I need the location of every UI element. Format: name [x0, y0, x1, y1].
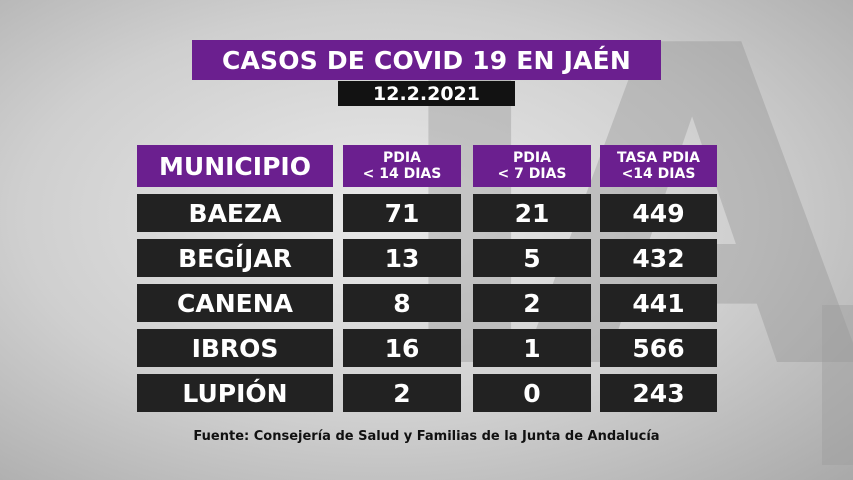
cell-pdia-14: 13: [343, 239, 461, 277]
cell-pdia-14: 16: [343, 329, 461, 367]
cell-pdia-14: 8: [343, 284, 461, 322]
header-tasa-line2: <14 DIAS: [621, 166, 696, 182]
cell-tasa: 243: [600, 374, 717, 412]
cell-municipio: CANENA: [137, 284, 333, 322]
header-tasa-line1: TASA PDIA: [616, 150, 700, 166]
cell-pdia-7: 21: [473, 194, 591, 232]
background-shape: [822, 305, 853, 465]
date-badge: 12.2.2021: [338, 81, 515, 106]
header-pdia-7-line2: < 7 DIAS: [497, 166, 567, 182]
cell-municipio: BAEZA: [137, 194, 333, 232]
header-tasa-pdia: TASA PDIA <14 DIAS: [600, 145, 717, 187]
cell-tasa: 441: [600, 284, 717, 322]
cell-pdia-14: 71: [343, 194, 461, 232]
header-pdia-14: PDIA < 14 DIAS: [343, 145, 461, 187]
header-pdia-14-line1: PDIA: [383, 150, 421, 166]
cell-pdia-7: 5: [473, 239, 591, 277]
cell-tasa: 432: [600, 239, 717, 277]
cell-pdia-7: 0: [473, 374, 591, 412]
cell-municipio: LUPIÓN: [137, 374, 333, 412]
header-pdia-7-line1: PDIA: [513, 150, 551, 166]
cell-pdia-14: 2: [343, 374, 461, 412]
cell-tasa: 566: [600, 329, 717, 367]
header-municipio: MUNICIPIO: [137, 145, 333, 187]
cell-tasa: 449: [600, 194, 717, 232]
cell-municipio: IBROS: [137, 329, 333, 367]
cell-pdia-7: 1: [473, 329, 591, 367]
cell-municipio: BEGÍJAR: [137, 239, 333, 277]
header-pdia-14-line2: < 14 DIAS: [362, 166, 442, 182]
source-caption: Fuente: Consejería de Salud y Familias d…: [193, 429, 660, 444]
header-pdia-7: PDIA < 7 DIAS: [473, 145, 591, 187]
cell-pdia-7: 2: [473, 284, 591, 322]
page-title: CASOS DE COVID 19 EN JAÉN: [192, 40, 661, 80]
